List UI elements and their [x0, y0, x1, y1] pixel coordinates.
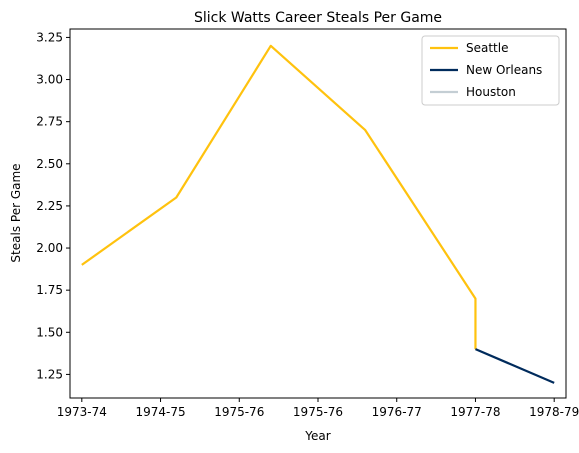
- legend-box: [421, 35, 560, 106]
- series-line-seattle: [81, 44, 477, 350]
- series-line-new-orleans: [475, 348, 555, 384]
- y-tick-label: 2.25: [36, 199, 63, 213]
- legend-label-new-orleans: New Orleans: [466, 63, 542, 77]
- y-tick-label: 3.25: [36, 30, 63, 44]
- y-tick-label: 2.50: [36, 157, 63, 171]
- series-layer: [81, 44, 555, 384]
- legend-label-houston: Houston: [466, 85, 516, 99]
- legend-label-seattle: Seattle: [466, 41, 508, 55]
- y-axis-label: Steals Per Game: [9, 163, 23, 262]
- x-tick-label: 1976-77: [372, 405, 422, 419]
- x-tick-label: 1975-76: [214, 405, 264, 419]
- y-tick-label: 1.75: [36, 283, 63, 297]
- y-tick-label: 1.50: [36, 325, 63, 339]
- y-tick-label: 2.00: [36, 241, 63, 255]
- legend: Seattle New Orleans Houston: [421, 35, 560, 106]
- x-axis-ticks: 1973-74 1974-75 1975-76 1975-76 1976-77 1977-…: [57, 398, 579, 419]
- x-axis-label: Year: [304, 429, 330, 443]
- y-tick-label: 3.00: [36, 73, 63, 87]
- y-tick-label: 1.25: [36, 367, 63, 381]
- x-tick-label: 1977-78: [450, 405, 500, 419]
- y-axis-ticks: 1.25 1.50 1.75 2.00 2.25 2.50 2.75 3.00 3.25: [36, 30, 70, 381]
- y-tick-label: 2.75: [36, 115, 63, 129]
- x-tick-label: 1975-76: [293, 405, 343, 419]
- x-tick-label: 1978-79: [529, 405, 579, 419]
- chart-title: Slick Watts Career Steals Per Game: [194, 10, 442, 26]
- x-tick-label: 1973-74: [57, 405, 107, 419]
- x-tick-label: 1974-75: [135, 405, 185, 419]
